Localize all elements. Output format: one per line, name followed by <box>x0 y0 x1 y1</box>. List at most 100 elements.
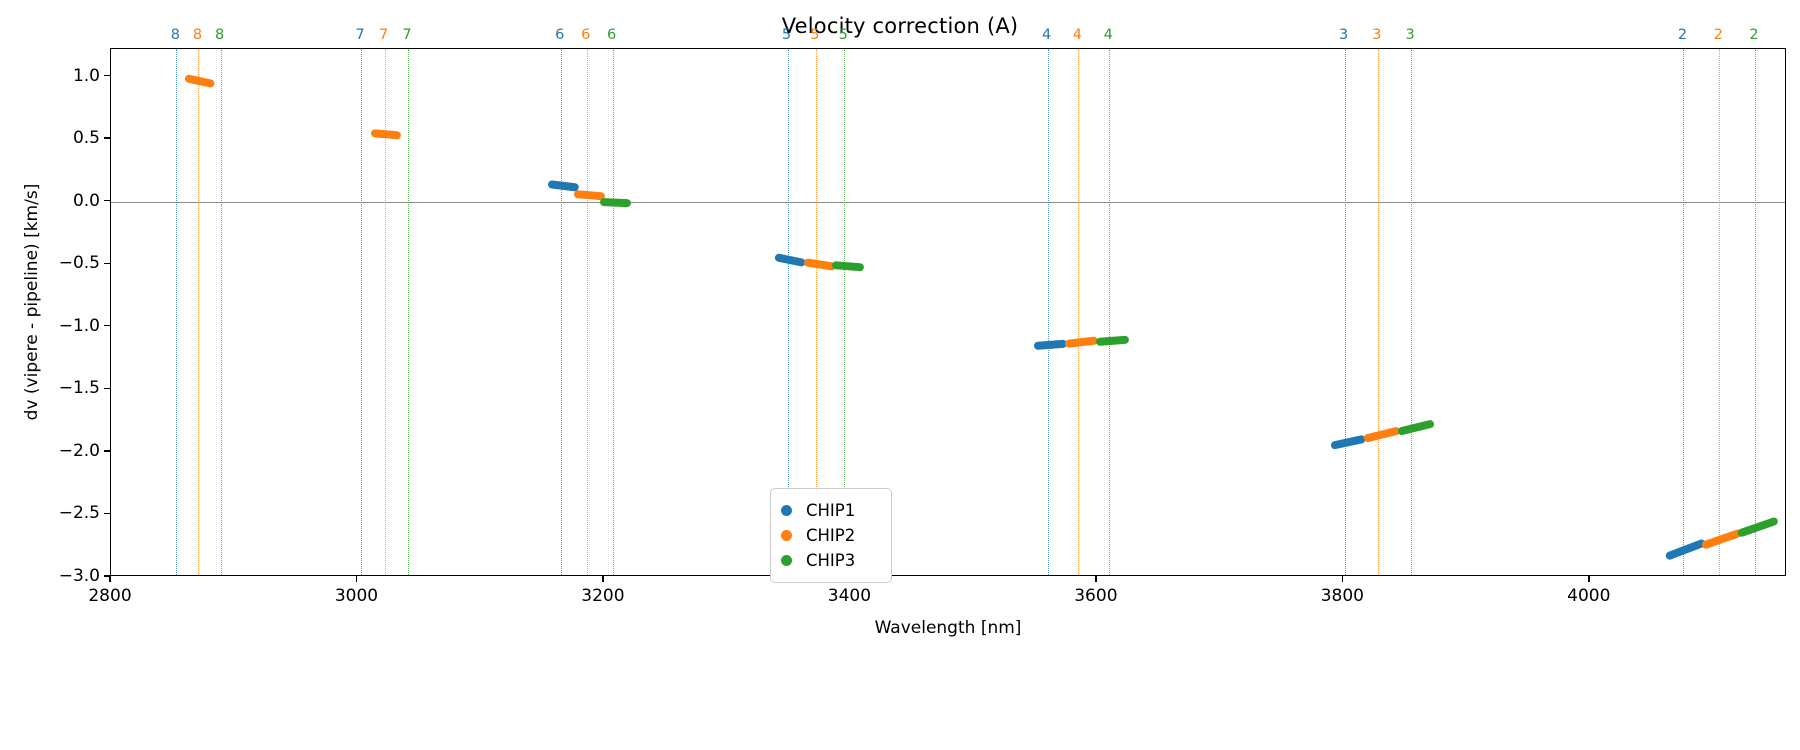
plot-area <box>111 49 1785 575</box>
y-tick-label: −3.0 <box>58 566 100 586</box>
order-guide-line-7-chip2 <box>384 49 386 575</box>
legend-item-chip3[interactable]: CHIP3 <box>781 548 879 573</box>
order-guide-line-7-chip1 <box>361 49 363 575</box>
order-guide-line-2-chip1 <box>1683 49 1685 575</box>
x-tick-mark <box>1095 576 1097 582</box>
y-tick-label: 0.0 <box>72 190 100 211</box>
order-guide-line-6-chip1 <box>560 49 562 575</box>
y-tick-mark <box>104 325 110 327</box>
order-guide-line-3-chip3 <box>1411 49 1413 575</box>
y-tick-label: −1.5 <box>58 378 100 399</box>
legend-item-label: CHIP1 <box>806 501 856 520</box>
x-tick-mark <box>1341 576 1344 582</box>
data-segment-chip3-order-5 <box>831 261 865 272</box>
x-tick-label: 3000 <box>334 586 379 606</box>
data-segment-chip1-order-2 <box>1664 538 1708 561</box>
order-label-2-chip2: 2 <box>1713 27 1723 43</box>
order-label-7-chip3: 7 <box>402 27 412 43</box>
order-label-8-chip1: 8 <box>170 27 180 43</box>
order-label-8-chip2: 8 <box>192 27 203 43</box>
order-label-2-chip3: 2 <box>1749 27 1759 43</box>
x-tick-label: 3200 <box>581 586 625 606</box>
order-guide-line-6-chip2 <box>586 49 588 575</box>
order-label-3-chip1: 3 <box>1338 27 1349 43</box>
x-tick-mark <box>602 576 604 582</box>
x-tick-mark <box>355 576 358 582</box>
data-segment-chip3-order-4 <box>1095 335 1130 346</box>
y-tick-label: 1.0 <box>72 65 100 86</box>
data-segment-chip2-order-7 <box>370 128 401 140</box>
legend-marker-icon <box>781 505 792 516</box>
x-tick-label: 4000 <box>1567 586 1611 606</box>
legend-marker-icon <box>781 530 792 541</box>
y-tick-label: −2.0 <box>58 440 100 461</box>
data-segment-chip2-order-3 <box>1363 426 1401 444</box>
order-guide-line-4-chip3 <box>1109 49 1111 575</box>
y-axis-label: dv (vipere - pipeline) [km/s] <box>22 183 42 421</box>
order-label-6-chip2: 6 <box>581 27 591 43</box>
order-label-5-chip1: 5 <box>781 27 792 43</box>
order-guide-line-4-chip1 <box>1047 49 1049 575</box>
data-segment-chip3-order-2 <box>1736 516 1779 539</box>
legend-item-label: CHIP2 <box>806 526 856 545</box>
legend-item-chip1[interactable]: CHIP1 <box>781 498 879 523</box>
order-guide-line-8-chip1 <box>176 49 178 575</box>
y-tick-mark <box>104 262 110 264</box>
y-tick-mark <box>104 199 110 202</box>
y-tick-label: −1.0 <box>58 315 100 336</box>
order-guide-line-2-chip3 <box>1754 49 1756 575</box>
y-tick-mark <box>104 450 110 452</box>
y-tick-label: 0.5 <box>72 128 100 149</box>
data-segment-chip2-order-8 <box>184 73 216 88</box>
order-label-4-chip3: 4 <box>1103 27 1113 43</box>
data-segment-chip2-order-4 <box>1064 336 1099 349</box>
order-label-4-chip2: 4 <box>1072 27 1083 43</box>
order-label-7-chip1: 7 <box>355 27 365 43</box>
order-label-8-chip3: 8 <box>215 27 225 43</box>
x-tick-label: 2800 <box>88 586 132 606</box>
x-axis-label: Wavelength [nm] <box>874 618 1022 638</box>
order-guide-line-8-chip2 <box>198 49 200 575</box>
y-tick-mark <box>104 137 110 139</box>
chart-legend: CHIP1 CHIP2 CHIP3 <box>770 488 892 583</box>
order-guide-line-5-chip3 <box>844 49 846 575</box>
data-segment-chip1-order-3 <box>1330 434 1367 450</box>
order-label-6-chip1: 6 <box>555 27 565 43</box>
plot-axes <box>110 48 1786 576</box>
y-tick-mark <box>104 575 110 577</box>
y-tick-label: −2.5 <box>58 503 100 524</box>
order-label-5-chip3: 5 <box>838 27 848 43</box>
x-tick-label: 3600 <box>1074 586 1118 606</box>
order-guide-line-3-chip2 <box>1377 49 1379 575</box>
data-segment-chip2-order-2 <box>1700 528 1743 550</box>
legend-item-label: CHIP3 <box>806 551 856 570</box>
zero-reference-line <box>111 201 1785 203</box>
order-label-3-chip3: 3 <box>1405 27 1415 43</box>
legend-item-chip2[interactable]: CHIP2 <box>781 523 879 548</box>
order-guide-line-6-chip3 <box>612 49 614 575</box>
data-segment-chip3-order-3 <box>1396 419 1435 436</box>
data-segment-chip1-order-5 <box>774 252 807 267</box>
x-tick-label: 3800 <box>1320 586 1364 606</box>
order-label-5-chip2: 5 <box>810 27 820 43</box>
order-label-7-chip2: 7 <box>378 27 389 43</box>
order-guide-line-8-chip3 <box>220 49 222 575</box>
order-guide-line-7-chip3 <box>407 49 409 575</box>
order-guide-line-3-chip1 <box>1344 49 1346 575</box>
y-tick-mark <box>104 74 110 77</box>
x-tick-mark <box>1588 576 1590 582</box>
data-segment-chip3-order-6 <box>600 197 632 207</box>
y-tick-mark <box>104 387 110 389</box>
page-title: Velocity correction (A) <box>781 14 1019 38</box>
order-guide-line-5-chip2 <box>815 49 817 575</box>
order-label-4-chip1: 4 <box>1041 27 1052 43</box>
order-guide-line-5-chip1 <box>787 49 789 575</box>
order-guide-line-4-chip2 <box>1078 49 1080 575</box>
y-tick-label: −0.5 <box>58 253 100 274</box>
y-tick-mark <box>104 512 110 515</box>
order-label-2-chip1: 2 <box>1677 27 1688 43</box>
legend-marker-icon <box>781 555 792 566</box>
order-label-6-chip3: 6 <box>606 27 617 43</box>
order-guide-line-2-chip2 <box>1719 49 1721 575</box>
